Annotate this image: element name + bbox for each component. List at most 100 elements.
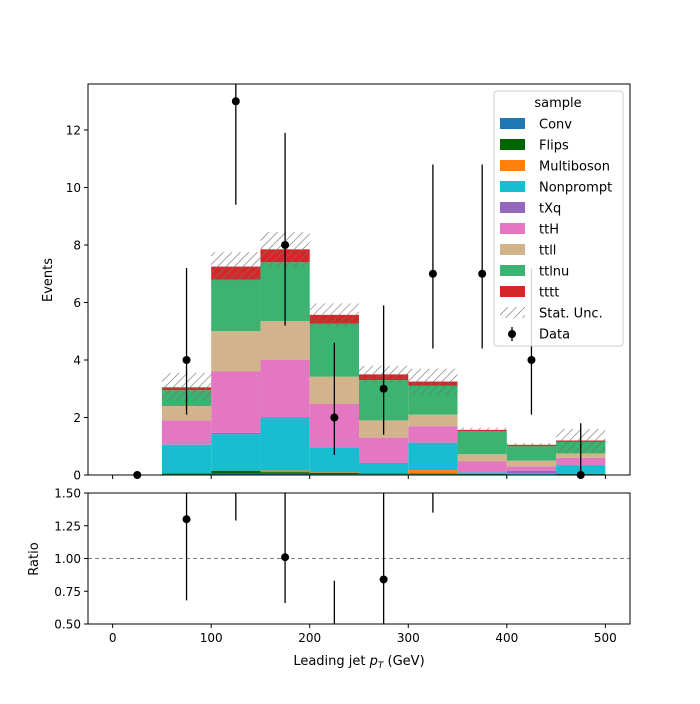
bar-flips-bin-1 bbox=[162, 474, 211, 475]
bar-tth-bin-2 bbox=[211, 372, 260, 433]
x-tick-label-1: 100 bbox=[200, 631, 223, 645]
legend-marker-data bbox=[508, 330, 516, 338]
bar-txq-bin-5 bbox=[359, 463, 408, 464]
legend-swatch-conv bbox=[500, 118, 525, 129]
bar-tth-bin-7 bbox=[458, 461, 507, 472]
bar-multiboson-bin-3 bbox=[260, 470, 309, 472]
legend-swatch-txq bbox=[500, 202, 525, 213]
bar-tth-bin-6 bbox=[408, 426, 457, 442]
legend-swatch-nonprompt bbox=[500, 181, 525, 192]
bar-tth-bin-8 bbox=[507, 466, 556, 470]
x-tick-label-2: 200 bbox=[298, 631, 321, 645]
main-y-tick-label-1: 2 bbox=[73, 411, 81, 425]
main-y-tick-label-5: 10 bbox=[66, 181, 81, 195]
data-point-7 bbox=[478, 270, 486, 278]
ratio-y-axis: 0.500.751.001.251.50 bbox=[54, 487, 88, 632]
bar-flips-bin-7 bbox=[458, 474, 507, 475]
x-tick-label-3: 300 bbox=[397, 631, 420, 645]
stat-unc-bin-8 bbox=[507, 443, 556, 446]
stat-unc-bin-7 bbox=[458, 428, 507, 433]
bar-ttll-bin-2 bbox=[211, 331, 260, 371]
bar-txq-bin-8 bbox=[507, 471, 556, 473]
bar-flips-bin-6 bbox=[408, 474, 457, 475]
bar-nonprompt-bin-6 bbox=[408, 443, 457, 470]
ratio-y-tick-label-3: 1.25 bbox=[54, 519, 81, 533]
legend-label-ttlnu: ttlnu bbox=[539, 265, 569, 280]
legend: sample Conv Flips Multiboson Nonprompt tXq tt… bbox=[494, 91, 623, 346]
ratio-point-2 bbox=[281, 553, 289, 561]
main-y-tick-label-6: 12 bbox=[66, 124, 81, 138]
bar-nonprompt-bin-7 bbox=[458, 472, 507, 473]
bar-nonprompt-bin-1 bbox=[162, 445, 211, 474]
bar-ttlnu-bin-8 bbox=[507, 446, 556, 460]
legend-label-txq: tXq bbox=[539, 202, 561, 217]
legend-label-tth: ttH bbox=[539, 223, 559, 238]
bar-flips-bin-2 bbox=[211, 471, 260, 474]
bar-ttll-bin-7 bbox=[458, 454, 507, 461]
stat-unc-bin-2 bbox=[211, 252, 260, 281]
main-y-tick-label-0: 0 bbox=[73, 469, 81, 483]
data-point-8 bbox=[527, 356, 535, 364]
legend-swatch-tth bbox=[500, 223, 525, 234]
bar-ttll-bin-6 bbox=[408, 415, 457, 427]
x-tick-label-4: 400 bbox=[495, 631, 518, 645]
bar-nonprompt-bin-3 bbox=[260, 418, 309, 470]
main-x-ticks bbox=[113, 475, 606, 479]
ratio-x-axis: 0 100 200 300 400 500 bbox=[109, 624, 617, 645]
data-point-2 bbox=[232, 97, 240, 105]
legend-label-tttt: tttt bbox=[539, 286, 559, 301]
data-point-6 bbox=[429, 270, 437, 278]
main-y-axis-label: Events bbox=[41, 258, 56, 302]
legend-label-flips: Flips bbox=[539, 139, 569, 154]
main-y-tick-label-3: 6 bbox=[73, 296, 81, 310]
legend-label-ttll: ttll bbox=[539, 244, 556, 259]
data-point-4 bbox=[330, 414, 338, 422]
ratio-point-3 bbox=[330, 642, 338, 650]
main-y-tick-label-4: 8 bbox=[73, 239, 81, 253]
bar-flips-bin-4 bbox=[310, 473, 359, 474]
bar-ttlnu-bin-2 bbox=[211, 280, 260, 332]
bar-nonprompt-bin-2 bbox=[211, 434, 260, 471]
bar-ttlnu-bin-7 bbox=[458, 431, 507, 454]
ratio-y-tick-label-2: 1.00 bbox=[54, 552, 81, 566]
legend-title: sample bbox=[534, 96, 581, 111]
data-point-5 bbox=[380, 385, 388, 393]
bar-flips-bin-3 bbox=[260, 472, 309, 473]
bar-tth-bin-5 bbox=[359, 438, 408, 463]
legend-label-nonprompt: Nonprompt bbox=[539, 181, 612, 196]
bar-txq-bin-3 bbox=[260, 418, 309, 419]
bar-txq-bin-2 bbox=[211, 433, 260, 434]
x-tick-label-5: 500 bbox=[594, 631, 617, 645]
data-point-3 bbox=[281, 241, 289, 249]
legend-swatch-multiboson bbox=[500, 160, 525, 171]
main-y-axis: 0 2 4 6 8 10 12 bbox=[66, 124, 88, 483]
bar-multiboson-bin-6 bbox=[408, 470, 457, 473]
legend-label-data: Data bbox=[539, 328, 570, 343]
bar-txq-bin-6 bbox=[408, 442, 457, 443]
ratio-point-0 bbox=[183, 515, 191, 523]
bar-txq-bin-1 bbox=[162, 444, 211, 445]
stat-unc-bin-4 bbox=[310, 303, 359, 326]
legend-label-stat-unc: Stat. Unc. bbox=[539, 307, 603, 322]
bar-ttll-bin-8 bbox=[507, 461, 556, 467]
x-axis-label: Leading jet pT (GeV) bbox=[293, 654, 424, 671]
stat-unc-bin-6 bbox=[408, 369, 457, 395]
ratio-y-tick-label-0: 0.50 bbox=[54, 618, 81, 632]
legend-label-conv: Conv bbox=[539, 118, 572, 133]
bar-tth-bin-1 bbox=[162, 420, 211, 444]
main-y-tick-label-2: 4 bbox=[73, 354, 81, 368]
ratio-y-tick-label-4: 1.50 bbox=[54, 487, 81, 501]
legend-swatch-tttt bbox=[500, 286, 525, 297]
bar-nonprompt-bin-5 bbox=[359, 464, 408, 474]
legend-swatch-ttlnu bbox=[500, 265, 525, 276]
bar-ttll-bin-3 bbox=[260, 321, 309, 360]
legend-swatch-ttll bbox=[500, 244, 525, 255]
legend-swatch-flips bbox=[500, 139, 525, 150]
bar-flips-bin-5 bbox=[359, 474, 408, 475]
legend-swatch-stat-unc bbox=[500, 307, 525, 318]
data-point-1 bbox=[183, 356, 191, 364]
x-tick-label-0: 0 bbox=[109, 631, 117, 645]
ratio-plot-frame bbox=[88, 493, 630, 624]
legend-label-multiboson: Multiboson bbox=[539, 160, 610, 175]
